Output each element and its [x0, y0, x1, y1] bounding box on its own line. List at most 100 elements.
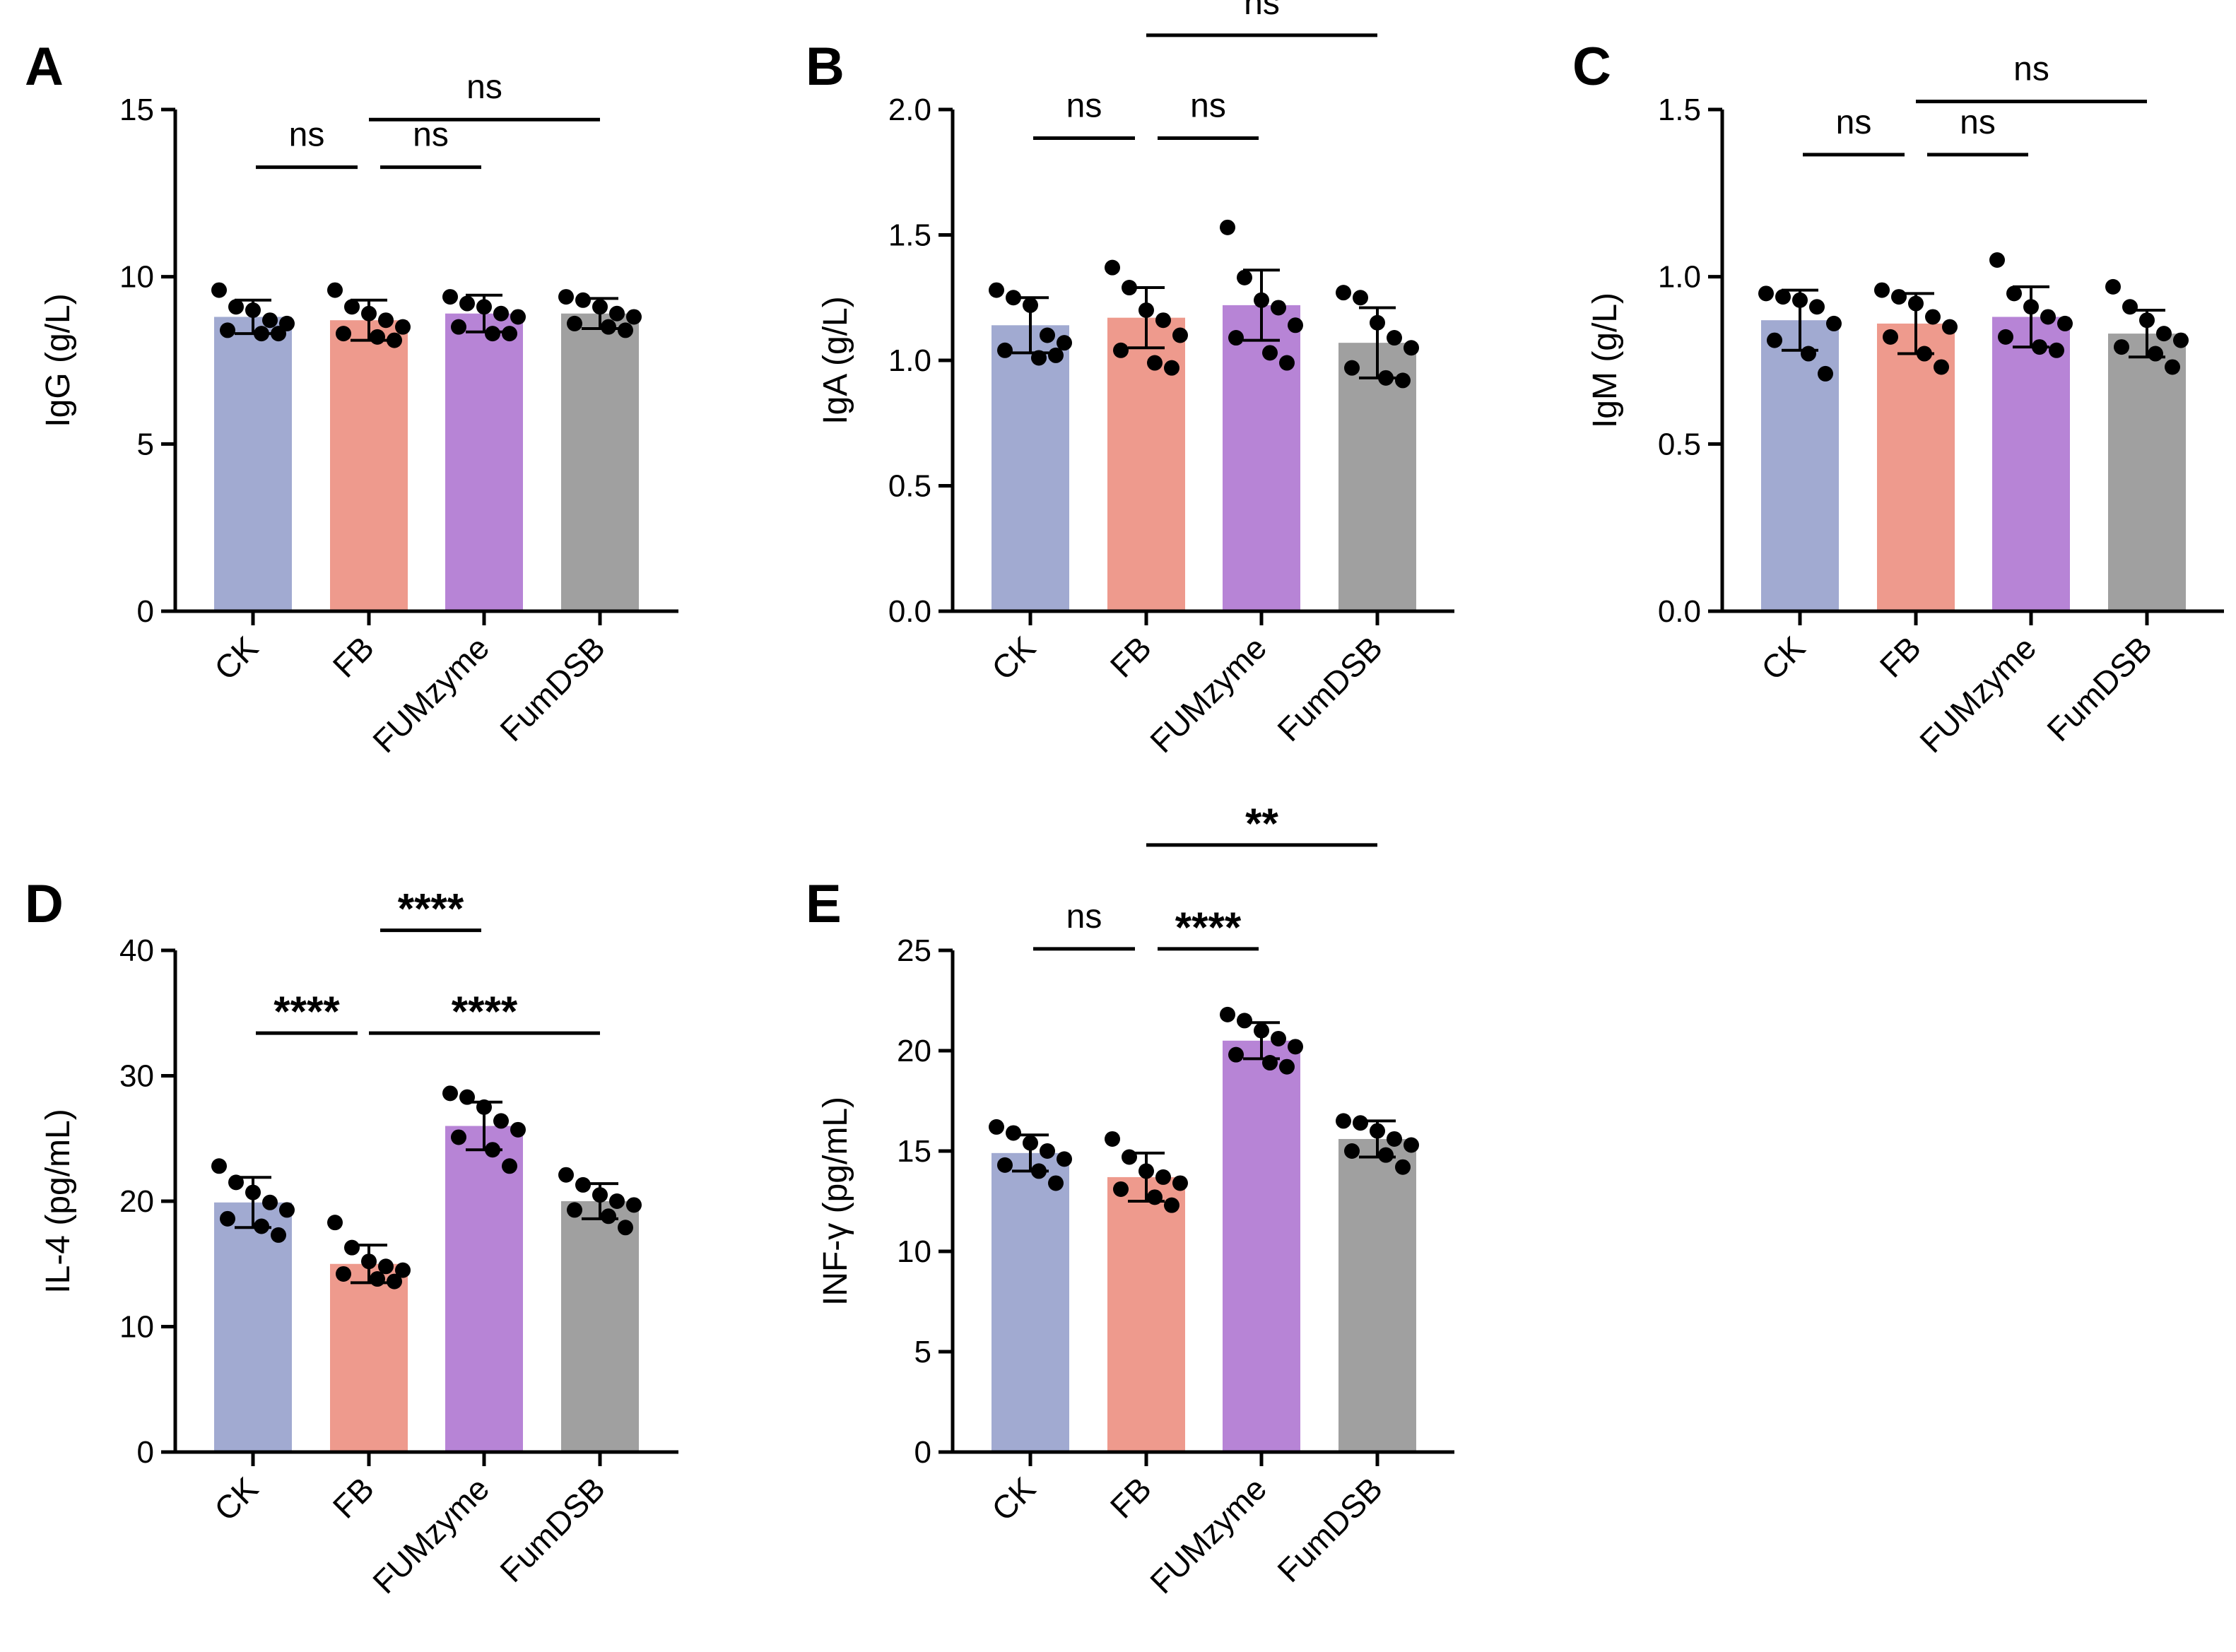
data-point: [575, 1176, 591, 1193]
bar-ck: [214, 1202, 292, 1452]
data-point: [1262, 345, 1278, 361]
y-tick-label: 0: [137, 1435, 154, 1470]
data-point: [1040, 327, 1055, 343]
significance-label: ns: [1960, 104, 1996, 141]
data-point: [245, 1184, 261, 1200]
data-point: [1925, 309, 1941, 325]
data-point: [1279, 1058, 1295, 1075]
significance-label: ns: [413, 117, 449, 154]
data-point: [271, 1227, 286, 1243]
y-tick-label: 15: [119, 93, 154, 127]
y-axis-title: IgM (g/L): [1587, 293, 1624, 428]
x-tick-label: CK: [984, 1470, 1042, 1528]
y-tick-label: 1.5: [888, 218, 931, 253]
x-tick-label: CK: [984, 629, 1042, 687]
bar-fumzyme: [445, 313, 523, 611]
y-tick-label: 0.5: [1658, 427, 1701, 461]
bar-fumdsb: [1338, 1138, 1416, 1452]
data-point: [2049, 342, 2064, 358]
data-point: [279, 1202, 295, 1218]
data-point: [1023, 297, 1038, 313]
data-point: [2173, 332, 2189, 348]
data-point: [2032, 339, 2047, 355]
significance-label: ****: [1175, 904, 1242, 951]
data-point: [493, 1113, 509, 1129]
data-point: [344, 1239, 360, 1256]
x-tick-label: FUMzyme: [365, 629, 496, 760]
panel-letter: E: [806, 874, 842, 934]
data-point: [336, 1265, 351, 1282]
data-point: [1767, 332, 1782, 348]
bar-fumzyme: [1223, 305, 1300, 611]
data-point: [228, 299, 244, 315]
data-point: [1040, 1143, 1055, 1159]
data-point: [1288, 1039, 1303, 1055]
significance-bracket: ns: [1033, 898, 1135, 951]
data-point: [370, 329, 385, 345]
data-point: [1172, 327, 1188, 343]
data-point: [575, 292, 591, 308]
data-point: [1105, 1131, 1120, 1147]
data-point: [1122, 280, 1137, 296]
data-point: [1395, 1159, 1411, 1175]
data-point: [1006, 290, 1021, 306]
x-tick-label: FB: [1103, 1470, 1158, 1525]
x-tick-label: FumDSB: [1270, 1470, 1389, 1589]
data-point: [997, 342, 1013, 358]
panel-letter: C: [1572, 37, 1611, 97]
significance-label: ns: [1244, 0, 1280, 22]
data-point: [1792, 292, 1808, 308]
y-tick-label: 1.0: [888, 343, 931, 378]
data-point: [459, 295, 475, 312]
significance-bracket: ****: [380, 885, 481, 933]
y-tick-label: 40: [119, 933, 154, 968]
data-point: [618, 1220, 633, 1236]
data-point: [1254, 292, 1269, 308]
data-point: [618, 322, 633, 338]
y-tick-label: 1.5: [1658, 93, 1701, 127]
y-axis-title: IgA (g/L): [817, 296, 854, 424]
data-point: [609, 1193, 625, 1209]
data-point: [1122, 1149, 1137, 1165]
data-point: [1031, 350, 1047, 366]
data-point: [1942, 319, 1958, 335]
data-point: [601, 1208, 616, 1225]
significance-bracket: ****: [369, 988, 600, 1035]
significance-bracket: ns: [256, 117, 358, 170]
data-point: [2006, 285, 2022, 302]
data-point: [1220, 1006, 1235, 1022]
x-tick-label: FB: [1873, 629, 1928, 684]
x-tick-label: FumDSB: [1270, 629, 1389, 748]
data-point: [493, 305, 509, 321]
bar-fumdsb: [2108, 334, 2186, 611]
data-point: [510, 1121, 526, 1138]
significance-label: ns: [1066, 898, 1102, 936]
bar-fb: [330, 320, 408, 611]
data-point: [989, 282, 1004, 298]
y-tick-label: 20: [119, 1184, 154, 1219]
data-point: [361, 1253, 377, 1270]
data-point: [211, 282, 227, 298]
data-point: [510, 309, 526, 325]
data-point: [1164, 360, 1179, 376]
x-tick-label: FUMzyme: [1912, 629, 2043, 760]
data-point: [1818, 365, 1833, 382]
data-point: [2040, 309, 2056, 325]
data-point: [378, 1258, 394, 1275]
data-point: [220, 1210, 235, 1227]
data-point: [485, 1142, 500, 1158]
data-point: [1023, 1135, 1038, 1151]
y-tick-label: 1.0: [1658, 260, 1701, 295]
y-tick-label: 30: [119, 1059, 154, 1094]
data-point: [1395, 372, 1411, 389]
y-tick-label: 2.0: [888, 93, 931, 127]
bar-ck: [992, 1152, 1069, 1452]
x-tick-label: FUMzyme: [1143, 629, 1273, 760]
data-point: [1989, 252, 2005, 268]
data-point: [459, 1089, 475, 1105]
significance-label: ****: [452, 988, 518, 1035]
y-axis-title: INF-γ (pg/mL): [817, 1097, 854, 1306]
data-point: [502, 326, 517, 342]
